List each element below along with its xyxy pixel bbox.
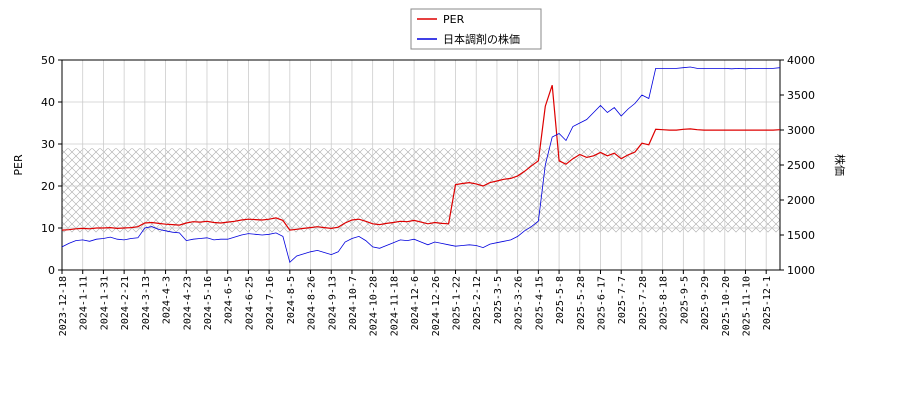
y2-tick-label: 2500 xyxy=(787,159,815,172)
y-axis-label: PER xyxy=(12,154,25,176)
y-tick-label: 20 xyxy=(41,180,55,193)
x-tick-label: 2024-9-13 xyxy=(327,276,338,330)
x-tick-label: 2024-3-13 xyxy=(141,276,152,330)
x-tick-label: 2025-10-20 xyxy=(721,276,732,336)
x-tick-label: 2024-12-26 xyxy=(431,276,442,336)
legend-box xyxy=(410,8,542,50)
x-tick-label: 2024-4-23 xyxy=(182,276,193,330)
x-tick-label: 2025-8-18 xyxy=(659,276,670,330)
legend-label: 日本調剤の株価 xyxy=(443,32,520,46)
x-tick-label: 2025-11-10 xyxy=(741,276,752,336)
y2-axis-label: 株価 xyxy=(833,154,847,176)
y-tick-label: 50 xyxy=(41,54,55,67)
x-tick-label: 2025-9-29 xyxy=(700,276,711,330)
x-tick-label: 2025-2-12 xyxy=(472,276,483,330)
y2-tick-label: 3500 xyxy=(787,89,815,102)
x-tick-label: 2025-12-1 xyxy=(762,276,773,330)
plot-frame xyxy=(61,59,781,271)
x-tick-label: 2025-5-8 xyxy=(555,276,566,324)
legend-label: PER xyxy=(443,13,465,26)
x-tick-label: 2025-7-7 xyxy=(617,276,628,324)
x-tick-label: 2024-11-18 xyxy=(389,276,400,336)
y-tick-label: 0 xyxy=(48,264,55,277)
x-tick-label: 2024-6-25 xyxy=(244,276,255,330)
y2-tick-label: 2000 xyxy=(787,194,815,207)
x-tick-label: 2025-3-5 xyxy=(493,276,504,324)
y-tick-label: 30 xyxy=(41,138,55,151)
x-tick-label: 2025-1-22 xyxy=(452,276,463,330)
x-tick-label: 2024-8-5 xyxy=(286,276,297,324)
x-tick-label: 2024-10-7 xyxy=(348,276,359,330)
x-tick-label: 2024-10-28 xyxy=(369,276,380,336)
x-tick-label: 2024-5-16 xyxy=(203,276,214,330)
y-tick-label: 40 xyxy=(41,96,55,109)
y2-tick-label: 1000 xyxy=(787,264,815,277)
x-tick-label: 2024-7-16 xyxy=(265,276,276,330)
x-tick-label: 2024-1-31 xyxy=(99,276,110,330)
x-tick-label: 2025-9-5 xyxy=(679,276,690,324)
series-line xyxy=(61,66,781,264)
x-tick-label: 2025-7-28 xyxy=(638,276,649,330)
x-tick-label: 2024-2-21 xyxy=(120,276,131,330)
x-tick-label: 2023-12-18 xyxy=(58,276,69,336)
x-tick-label: 2024-1-11 xyxy=(79,276,90,330)
series-line xyxy=(61,85,781,231)
y2-tick-label: 3000 xyxy=(787,124,815,137)
x-tick-label: 2024-4-3 xyxy=(162,276,173,324)
y2-tick-label: 1500 xyxy=(787,229,815,242)
y2-tick-label: 4000 xyxy=(787,54,815,67)
x-tick-label: 2024-6-5 xyxy=(224,276,235,324)
x-tick-label: 2025-5-28 xyxy=(576,276,587,330)
shaded-range xyxy=(62,148,780,233)
y-tick-label: 10 xyxy=(41,222,55,235)
x-tick-label: 2025-6-17 xyxy=(597,276,608,330)
x-tick-label: 2024-12-6 xyxy=(410,276,421,330)
x-tick-label: 2024-8-26 xyxy=(307,276,318,330)
x-tick-label: 2025-4-15 xyxy=(534,276,545,330)
x-tick-label: 2025-3-26 xyxy=(514,276,525,330)
